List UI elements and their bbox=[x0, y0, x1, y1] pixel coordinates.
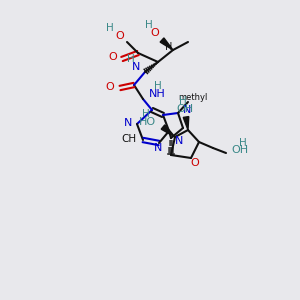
Text: H: H bbox=[179, 96, 187, 106]
Text: O: O bbox=[190, 158, 200, 168]
Text: N: N bbox=[124, 118, 132, 128]
Text: O: O bbox=[115, 31, 124, 41]
Text: O: O bbox=[105, 82, 114, 92]
Text: N: N bbox=[183, 105, 191, 115]
Text: H: H bbox=[165, 42, 172, 52]
Text: HO: HO bbox=[139, 117, 156, 127]
Text: H: H bbox=[145, 20, 153, 30]
Text: methyl: methyl bbox=[178, 92, 208, 101]
Text: H: H bbox=[127, 54, 135, 64]
Text: O: O bbox=[150, 28, 159, 38]
Text: N: N bbox=[154, 143, 162, 153]
Text: O: O bbox=[108, 52, 117, 62]
Text: OH: OH bbox=[176, 104, 194, 114]
Text: H: H bbox=[106, 23, 114, 33]
Polygon shape bbox=[160, 38, 173, 50]
Text: OH: OH bbox=[231, 145, 248, 155]
Polygon shape bbox=[161, 125, 175, 137]
Text: CH: CH bbox=[121, 134, 136, 144]
Text: H: H bbox=[142, 109, 150, 119]
Text: N: N bbox=[132, 62, 140, 72]
Polygon shape bbox=[183, 117, 189, 130]
Text: N: N bbox=[175, 136, 183, 146]
Text: H: H bbox=[239, 138, 247, 148]
Text: H: H bbox=[154, 81, 162, 91]
Text: NH: NH bbox=[149, 89, 166, 99]
